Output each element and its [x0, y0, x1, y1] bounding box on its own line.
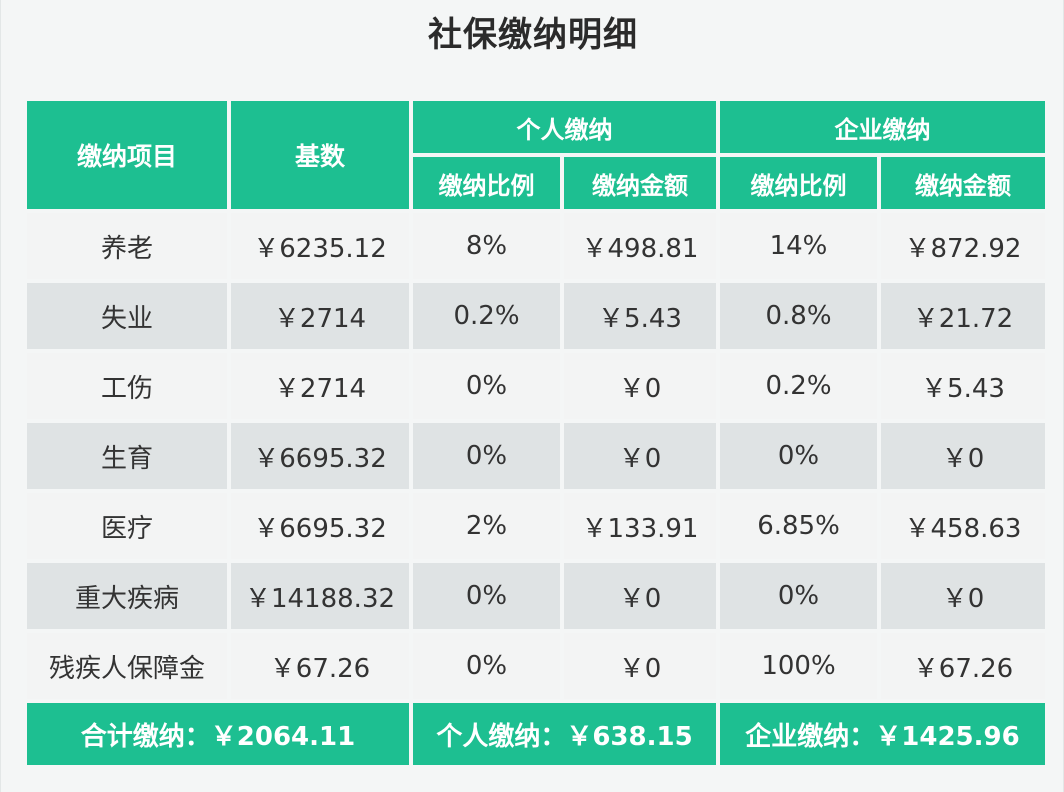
- cell-base: ￥67.26: [231, 633, 409, 699]
- header-company-ratio: 缴纳比例: [720, 157, 877, 209]
- cell-personal-ratio: 0%: [413, 353, 560, 419]
- cell-item: 养老: [27, 213, 227, 279]
- cell-personal-ratio: 0%: [413, 633, 560, 699]
- table-row: 残疾人保障金 ￥67.26 0% ￥0 100% ￥67.26: [27, 633, 1045, 699]
- cell-personal-ratio: 2%: [413, 493, 560, 559]
- cell-company-amount: ￥872.92: [881, 213, 1045, 279]
- cell-base: ￥2714: [231, 353, 409, 419]
- cell-personal-amount: ￥0: [564, 423, 716, 489]
- cell-company-amount: ￥0: [881, 423, 1045, 489]
- summary-row: 合计缴纳：￥2064.11 个人缴纳：￥638.15 企业缴纳：￥1425.96: [27, 703, 1045, 765]
- table-row: 养老 ￥6235.12 8% ￥498.81 14% ￥872.92: [27, 213, 1045, 279]
- cell-personal-amount: ￥0: [564, 633, 716, 699]
- cell-company-amount: ￥67.26: [881, 633, 1045, 699]
- header-base: 基数: [231, 101, 409, 209]
- cell-item: 医疗: [27, 493, 227, 559]
- cell-company-ratio: 0%: [720, 563, 877, 629]
- table-row: 工伤 ￥2714 0% ￥0 0.2% ￥5.43: [27, 353, 1045, 419]
- cell-company-amount: ￥21.72: [881, 283, 1045, 349]
- company-total-value: ￥1425.96: [875, 721, 1020, 752]
- table-row: 医疗 ￥6695.32 2% ￥133.91 6.85% ￥458.63: [27, 493, 1045, 559]
- cell-personal-amount: ￥0: [564, 353, 716, 419]
- cell-company-amount: ￥458.63: [881, 493, 1045, 559]
- cell-company-amount: ￥5.43: [881, 353, 1045, 419]
- cell-company-ratio: 100%: [720, 633, 877, 699]
- cell-company-ratio: 0%: [720, 423, 877, 489]
- cell-company-amount: ￥0: [881, 563, 1045, 629]
- table-row: 失业 ￥2714 0.2% ￥5.43 0.8% ￥21.72: [27, 283, 1045, 349]
- header-company-group: 企业缴纳: [720, 101, 1045, 153]
- cell-base: ￥2714: [231, 283, 409, 349]
- cell-personal-amount: ￥133.91: [564, 493, 716, 559]
- cell-base: ￥6695.32: [231, 493, 409, 559]
- header-personal-ratio: 缴纳比例: [413, 157, 560, 209]
- total-label: 合计缴纳：: [80, 721, 211, 752]
- cell-item: 生育: [27, 423, 227, 489]
- cell-item: 残疾人保障金: [27, 633, 227, 699]
- header-personal-amount: 缴纳金额: [564, 157, 716, 209]
- table-row: 生育 ￥6695.32 0% ￥0 0% ￥0: [27, 423, 1045, 489]
- cell-company-ratio: 0.2%: [720, 353, 877, 419]
- total-value: ￥2064.11: [210, 721, 356, 752]
- cell-item: 重大疾病: [27, 563, 227, 629]
- cell-personal-amount: ￥498.81: [564, 213, 716, 279]
- total-summary: 合计缴纳：￥2064.11: [27, 703, 409, 765]
- cell-personal-ratio: 8%: [413, 213, 560, 279]
- cell-personal-ratio: 0%: [413, 423, 560, 489]
- header-row-top: 缴纳项目 基数 个人缴纳 企业缴纳: [27, 101, 1045, 209]
- cell-base: ￥14188.32: [231, 563, 409, 629]
- cell-personal-amount: ￥5.43: [564, 283, 716, 349]
- cell-base: ￥6695.32: [231, 423, 409, 489]
- personal-total-label: 个人缴纳：: [436, 721, 567, 752]
- header-personal-group: 个人缴纳: [413, 101, 716, 153]
- company-summary: 企业缴纳：￥1425.96: [720, 703, 1045, 765]
- page-title: 社保缴纳明细: [428, 15, 638, 55]
- personal-total-value: ￥638.15: [566, 721, 693, 752]
- cell-item: 工伤: [27, 353, 227, 419]
- header-company-amount: 缴纳金额: [881, 157, 1045, 209]
- social-insurance-table: 缴纳项目 基数 个人缴纳 企业缴纳 缴纳比例 缴纳金额 缴纳比例 缴纳金额 养老…: [23, 97, 1049, 769]
- table-row: 重大疾病 ￥14188.32 0% ￥0 0% ￥0: [27, 563, 1045, 629]
- header-row-sub: 缴纳比例 缴纳金额 缴纳比例 缴纳金额: [27, 157, 1045, 209]
- cell-company-ratio: 14%: [720, 213, 877, 279]
- cell-personal-amount: ￥0: [564, 563, 716, 629]
- cell-company-ratio: 6.85%: [720, 493, 877, 559]
- personal-summary: 个人缴纳：￥638.15: [413, 703, 716, 765]
- cell-personal-ratio: 0.2%: [413, 283, 560, 349]
- cell-item: 失业: [27, 283, 227, 349]
- cell-personal-ratio: 0%: [413, 563, 560, 629]
- company-total-label: 企业缴纳：: [745, 721, 876, 752]
- header-item: 缴纳项目: [27, 101, 227, 209]
- cell-company-ratio: 0.8%: [720, 283, 877, 349]
- cell-base: ￥6235.12: [231, 213, 409, 279]
